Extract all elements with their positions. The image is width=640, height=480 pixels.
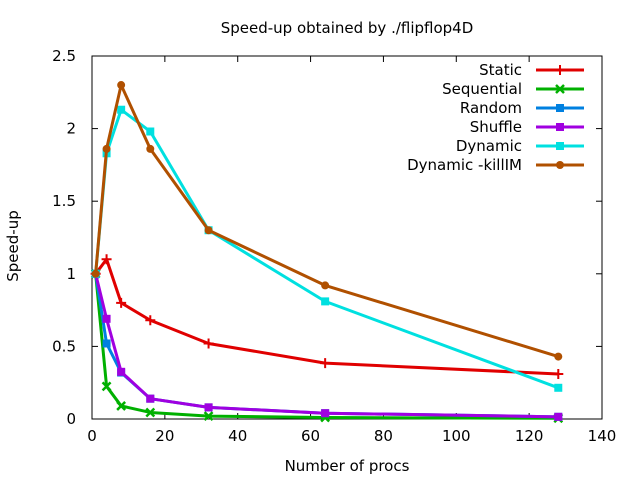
chart-title: Speed-up obtained by ./flipflop4D bbox=[221, 19, 474, 37]
data-point bbox=[101, 381, 112, 392]
x-tick-label: 140 bbox=[588, 427, 617, 445]
series-shuffle bbox=[91, 269, 563, 421]
legend-sample bbox=[536, 123, 584, 131]
legend-marker bbox=[555, 84, 565, 94]
data-point bbox=[553, 368, 564, 379]
data-point bbox=[145, 315, 156, 326]
y-tick-label: 1 bbox=[66, 265, 76, 283]
data-point bbox=[554, 352, 563, 361]
data-point bbox=[116, 297, 127, 308]
data-point bbox=[321, 281, 330, 290]
x-tick-label: 60 bbox=[301, 427, 320, 445]
y-tick-label: 2.5 bbox=[52, 47, 76, 65]
legend-label: Shuffle bbox=[470, 118, 522, 136]
legend-label: Random bbox=[460, 99, 522, 117]
data-point bbox=[145, 407, 156, 418]
series-random bbox=[91, 269, 563, 421]
data-point bbox=[146, 127, 155, 136]
legend-label: Dynamic bbox=[456, 137, 522, 155]
data-point bbox=[203, 338, 214, 349]
data-point bbox=[117, 81, 126, 90]
legend-marker bbox=[556, 161, 564, 169]
data-point bbox=[321, 409, 330, 418]
series-line bbox=[94, 273, 559, 419]
series-static bbox=[90, 254, 564, 379]
legend-sample bbox=[536, 65, 584, 75]
data-point bbox=[320, 358, 331, 369]
legend-sample bbox=[536, 142, 584, 150]
legend-marker bbox=[556, 142, 564, 150]
legend: StaticSequentialRandomShuffleDynamicDyna… bbox=[407, 61, 584, 174]
data-point bbox=[203, 411, 214, 421]
series-line bbox=[94, 257, 559, 376]
x-tick-label: 0 bbox=[87, 427, 97, 445]
legend-sample bbox=[536, 161, 584, 169]
x-tick-label: 120 bbox=[515, 427, 544, 445]
data-point bbox=[91, 269, 100, 278]
data-point bbox=[117, 105, 126, 114]
y-tick-label: 0.5 bbox=[52, 337, 76, 355]
x-tick-label: 40 bbox=[228, 427, 247, 445]
legend-sample bbox=[536, 104, 584, 112]
legend-label: Dynamic -killIM bbox=[407, 156, 522, 174]
series-line bbox=[94, 273, 559, 419]
data-point bbox=[102, 144, 111, 153]
x-axis-label: Number of procs bbox=[285, 457, 410, 475]
data-point bbox=[102, 314, 111, 323]
data-point bbox=[102, 339, 111, 348]
axis-ticks: 0 20 40 60 80 100 120 140 0 0.5 1 1.5 2 2.5 bbox=[52, 47, 616, 445]
series-dynamic-killim bbox=[91, 81, 563, 361]
data-point bbox=[204, 226, 213, 235]
data-point bbox=[321, 297, 330, 306]
series-line bbox=[94, 273, 559, 420]
data-point bbox=[554, 383, 563, 392]
data-point bbox=[117, 367, 126, 376]
x-tick-label: 100 bbox=[442, 427, 471, 445]
y-tick-label: 0 bbox=[66, 410, 76, 428]
series-layer bbox=[90, 81, 564, 424]
legend-label: Static bbox=[479, 61, 522, 79]
x-tick-label: 20 bbox=[155, 427, 174, 445]
legend-marker bbox=[556, 104, 564, 112]
legend-sample bbox=[536, 84, 584, 94]
legend-marker bbox=[555, 65, 565, 75]
data-point bbox=[116, 401, 127, 411]
data-point bbox=[146, 394, 155, 403]
data-point bbox=[204, 403, 213, 412]
data-point bbox=[101, 254, 112, 265]
x-tick-label: 80 bbox=[374, 427, 393, 445]
data-point bbox=[146, 144, 155, 153]
y-tick-label: 2 bbox=[66, 120, 76, 138]
legend-label: Sequential bbox=[442, 80, 522, 98]
y-tick-label: 1.5 bbox=[52, 192, 76, 210]
legend-marker bbox=[556, 123, 564, 131]
data-point bbox=[554, 412, 563, 421]
y-axis-label: Speed-up bbox=[4, 210, 22, 281]
